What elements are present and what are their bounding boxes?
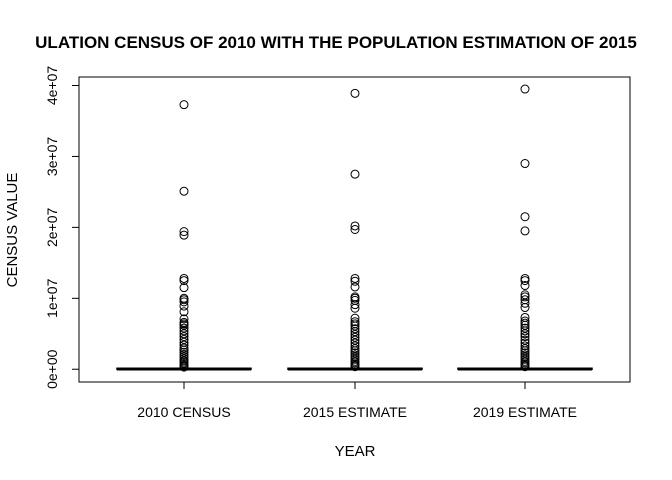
x-tick-label-2: 2019 ESTIMATE <box>473 404 577 420</box>
outlier-point-2-3 <box>520 226 530 236</box>
y-tick-label-1: 1e+07 <box>44 278 60 318</box>
outlier-point-0-5 <box>179 276 189 286</box>
outlier-point-0-6 <box>179 283 189 293</box>
outlier-point-0-0 <box>179 100 189 110</box>
outlier-point-0-3 <box>179 230 189 240</box>
outlier-point-0-4 <box>179 273 189 283</box>
outlier-point-0-11 <box>179 307 189 317</box>
y-axis-label: CENSUS VALUE <box>4 173 21 288</box>
outlier-point-0-28 <box>179 354 189 364</box>
y-tick-label-3: 3e+07 <box>44 137 60 177</box>
y-tick-label-2: 2e+07 <box>44 208 60 248</box>
outlier-point-0-18 <box>179 329 189 339</box>
outlier-point-2-5 <box>520 276 530 286</box>
outlier-point-2-2 <box>520 212 530 222</box>
outlier-point-2-0 <box>520 84 530 94</box>
outlier-point-0-2 <box>179 227 189 237</box>
outlier-point-1-25 <box>350 348 360 358</box>
outlier-point-1-11 <box>350 303 360 313</box>
outlier-point-1-16 <box>350 324 360 334</box>
outlier-point-2-10 <box>520 298 530 308</box>
y-tick-label-4: 4e+07 <box>44 66 60 106</box>
outlier-point-1-13 <box>350 317 360 327</box>
outlier-point-1-2 <box>350 221 360 231</box>
y-axis: 0e+00 1e+07 2e+07 3e+07 4e+07 <box>44 66 80 389</box>
outlier-point-1-15 <box>350 321 360 331</box>
outlier-point-0-34 <box>179 362 189 372</box>
outlier-point-1-24 <box>350 346 360 356</box>
outlier-point-2-1 <box>520 159 530 169</box>
outlier-point-0-25 <box>179 347 189 357</box>
outlier-point-1-17 <box>350 327 360 337</box>
y-tick-label-0: 0e+00 <box>44 349 60 389</box>
outlier-point-2-15 <box>520 320 530 330</box>
outlier-point-0-24 <box>179 345 189 355</box>
outlier-point-2-16 <box>520 323 530 333</box>
outlier-point-1-19 <box>350 332 360 342</box>
outlier-point-1-8 <box>350 293 360 303</box>
x-tick-label-0: 2010 CENSUS <box>137 404 230 420</box>
outlier-point-1-28 <box>350 354 360 364</box>
outlier-point-1-10 <box>350 300 360 310</box>
outlier-point-1-0 <box>350 88 360 98</box>
outlier-point-1-18 <box>350 329 360 339</box>
outlier-point-2-4 <box>520 273 530 283</box>
outlier-point-0-27 <box>179 351 189 361</box>
outlier-point-1-5 <box>350 276 360 286</box>
outlier-point-2-19 <box>520 332 530 342</box>
outlier-point-2-28 <box>520 354 530 364</box>
x-tick-label-1: 2015 ESTIMATE <box>303 404 407 420</box>
outlier-point-2-25 <box>520 348 530 358</box>
outlier-point-2-23 <box>520 344 530 354</box>
outlier-point-2-20 <box>520 335 530 345</box>
outlier-point-0-16 <box>179 323 189 333</box>
outlier-point-0-22 <box>179 340 189 350</box>
x-axis-label: YEAR <box>335 443 376 460</box>
outlier-point-0-23 <box>179 343 189 353</box>
outlier-point-1-22 <box>350 341 360 351</box>
outlier-point-2-6 <box>520 281 530 291</box>
outlier-point-0-17 <box>179 326 189 336</box>
outlier-point-1-23 <box>350 344 360 354</box>
outlier-point-2-18 <box>520 329 530 339</box>
outlier-point-0-12 <box>179 314 189 324</box>
outlier-point-0-8 <box>179 295 189 305</box>
outlier-point-1-4 <box>350 273 360 283</box>
x-axis: 2010 CENSUS 2015 ESTIMATE 2019 ESTIMATE <box>137 381 577 420</box>
outlier-point-2-7 <box>520 290 530 300</box>
chart-title: ULATION CENSUS OF 2010 WITH THE POPULATI… <box>35 33 637 52</box>
outlier-point-0-9 <box>179 297 189 307</box>
outlier-point-0-1 <box>179 186 189 196</box>
outlier-point-2-22 <box>520 341 530 351</box>
outlier-point-2-27 <box>520 352 530 362</box>
outlier-point-2-33 <box>520 362 530 372</box>
outlier-point-2-8 <box>520 292 530 302</box>
outlier-point-1-1 <box>350 169 360 179</box>
outlier-point-1-6 <box>350 282 360 292</box>
outlier-point-1-33 <box>350 362 360 372</box>
outlier-point-0-15 <box>179 320 189 330</box>
outlier-point-1-27 <box>350 352 360 362</box>
outlier-point-2-24 <box>520 346 530 356</box>
outlier-point-0-20 <box>179 334 189 344</box>
outlier-point-2-11 <box>520 303 530 313</box>
outlier-point-2-17 <box>520 326 530 336</box>
outlier-point-0-19 <box>179 332 189 342</box>
outliers-layer <box>179 84 530 372</box>
outlier-point-2-13 <box>520 316 530 326</box>
outlier-point-1-20 <box>350 335 360 345</box>
outlier-point-1-3 <box>350 225 360 234</box>
outlier-point-0-10 <box>179 301 189 311</box>
